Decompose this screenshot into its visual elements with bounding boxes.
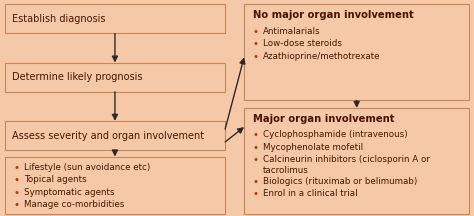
Text: Mycophenolate mofetil: Mycophenolate mofetil	[263, 143, 363, 152]
Text: •: •	[253, 27, 259, 37]
Text: Cyclophosphamide (intravenous): Cyclophosphamide (intravenous)	[263, 130, 408, 139]
Text: •: •	[13, 200, 19, 210]
Text: Antimalarials: Antimalarials	[263, 27, 321, 36]
FancyBboxPatch shape	[5, 4, 225, 33]
Text: Enrol in a clinical trial: Enrol in a clinical trial	[263, 189, 358, 199]
Text: •: •	[253, 143, 259, 153]
FancyBboxPatch shape	[244, 4, 469, 100]
Text: •: •	[253, 155, 259, 165]
Text: Low-dose steroids: Low-dose steroids	[263, 39, 342, 48]
Text: Major organ involvement: Major organ involvement	[253, 114, 394, 124]
Text: •: •	[253, 52, 259, 62]
Text: No major organ involvement: No major organ involvement	[253, 10, 413, 20]
Text: Symptomatic agents: Symptomatic agents	[24, 188, 114, 197]
Text: Lifestyle (sun avoidance etc): Lifestyle (sun avoidance etc)	[24, 163, 150, 172]
FancyBboxPatch shape	[5, 157, 225, 214]
FancyBboxPatch shape	[244, 108, 469, 214]
Text: •: •	[253, 177, 259, 187]
Text: •: •	[13, 188, 19, 198]
Text: •: •	[253, 189, 259, 199]
Text: Establish diagnosis: Establish diagnosis	[12, 14, 105, 24]
Text: •: •	[253, 130, 259, 140]
Text: •: •	[13, 175, 19, 185]
Text: •: •	[13, 163, 19, 173]
FancyBboxPatch shape	[5, 121, 225, 150]
Text: Biologics (rituximab or belimumab): Biologics (rituximab or belimumab)	[263, 177, 420, 186]
Text: •: •	[253, 39, 259, 49]
FancyBboxPatch shape	[5, 63, 225, 92]
Text: tacrolimus: tacrolimus	[263, 166, 309, 175]
Text: Azathioprine/methotrexate: Azathioprine/methotrexate	[263, 52, 381, 61]
Text: Assess severity and organ involvement: Assess severity and organ involvement	[12, 130, 204, 141]
Text: Calcineurin inhibitors (ciclosporin A or: Calcineurin inhibitors (ciclosporin A or	[263, 155, 430, 164]
Text: Topical agents: Topical agents	[24, 175, 86, 184]
Text: Manage co-morbidities: Manage co-morbidities	[24, 200, 124, 209]
Text: Determine likely prognosis: Determine likely prognosis	[12, 72, 142, 82]
